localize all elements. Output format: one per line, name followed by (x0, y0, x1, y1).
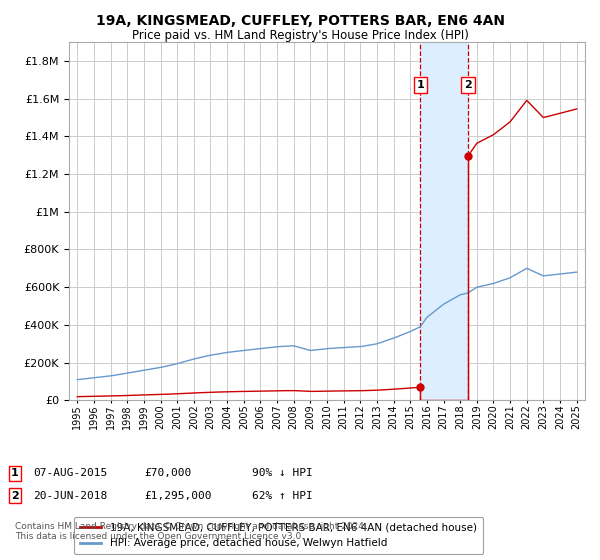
Text: 90% ↓ HPI: 90% ↓ HPI (252, 468, 313, 478)
Text: £70,000: £70,000 (144, 468, 191, 478)
Text: Price paid vs. HM Land Registry's House Price Index (HPI): Price paid vs. HM Land Registry's House … (131, 29, 469, 42)
Text: 07-AUG-2015: 07-AUG-2015 (33, 468, 107, 478)
Text: £1,295,000: £1,295,000 (144, 491, 212, 501)
Text: 62% ↑ HPI: 62% ↑ HPI (252, 491, 313, 501)
Text: 2: 2 (464, 80, 472, 90)
Text: 1: 1 (416, 80, 424, 90)
Bar (420, 42, 468, 400)
Text: 2: 2 (11, 491, 19, 501)
Text: 20-JUN-2018: 20-JUN-2018 (33, 491, 107, 501)
Text: 19A, KINGSMEAD, CUFFLEY, POTTERS BAR, EN6 4AN: 19A, KINGSMEAD, CUFFLEY, POTTERS BAR, EN… (95, 14, 505, 28)
Text: Contains HM Land Registry data © Crown copyright and database right 2024.
This d: Contains HM Land Registry data © Crown c… (15, 522, 367, 542)
Legend: 19A, KINGSMEAD, CUFFLEY, POTTERS BAR, EN6 4AN (detached house), HPI: Average pri: 19A, KINGSMEAD, CUFFLEY, POTTERS BAR, EN… (74, 517, 483, 554)
Text: 1: 1 (11, 468, 19, 478)
